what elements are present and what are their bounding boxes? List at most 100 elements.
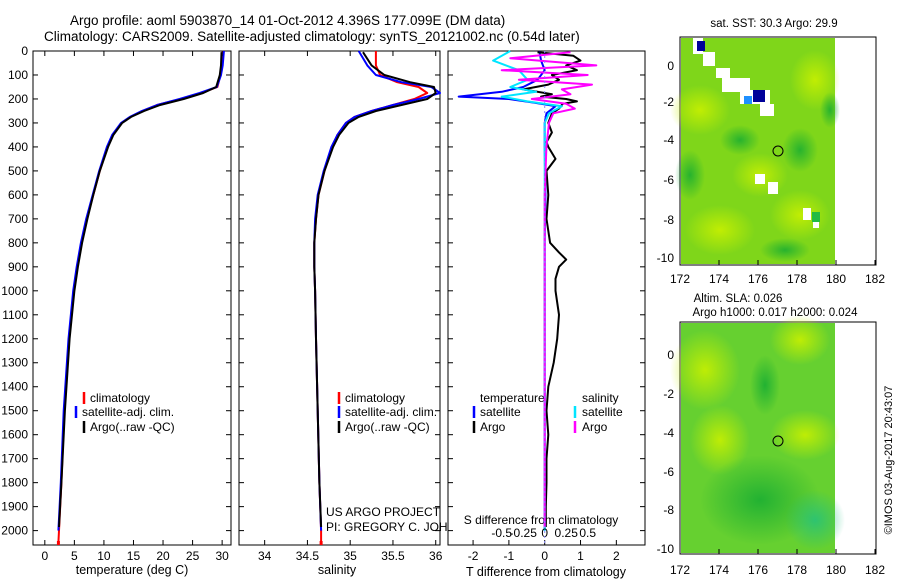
legend-climatology-label: climatology [90,391,150,405]
sla-map-y-tick: 0 [667,348,674,362]
t-difference-tick-label: -2 [468,549,479,563]
sst-map-y-tick: -8 [663,213,674,227]
s-difference-xlabel: S difference from climatology [464,513,619,527]
sst-map-y-tick: 0 [667,59,674,73]
x-tick-label: 36 [429,549,443,563]
x-tick-label: 20 [156,549,170,563]
x-tick-label: 25 [186,549,200,563]
legend-satellite-label: satellite-adj. clim. [345,405,437,419]
legend-t-satellite-label: satellite [480,405,521,419]
legend-argo-label: Argo(..raw -QC) [345,420,430,434]
sla-map-y-tick: -4 [663,426,674,440]
project-annotation-line2: PI: GREGORY C. JOHNSON [326,520,482,534]
sla-map-x-tick: 182 [865,563,885,577]
sst-map-y-tick: -4 [663,133,674,147]
depth-tick-label: 1600 [1,428,28,442]
depth-tick-label: 800 [8,236,28,250]
salinity-panel: salinity climatology satellite-adj. clim… [238,50,482,577]
depth-tick-label: 500 [8,164,28,178]
sst-map-x-tick: 172 [670,272,690,286]
depth-tick-label: 1400 [1,380,28,394]
depth-tick-label: 900 [8,260,28,274]
depth-tick-label: 700 [8,212,28,226]
legend-salinity-heading: salinity [582,391,619,405]
series-line-t-argo [522,51,582,527]
temperature-panel: temperature (deg C) climatology satellit… [1,44,232,577]
depth-tick-label: 100 [8,68,28,82]
t-difference-xlabel: T difference from climatology [466,565,627,579]
legend-climatology-label: climatology [345,391,405,405]
plot-title-line2: Climatology: CARS2009. Satellite-adjuste… [44,29,580,44]
depth-tick-label: 2000 [1,524,28,538]
sst-map-title: sat. SST: 30.3 Argo: 29.9 [710,18,837,30]
sla-map-title-line1: Altim. SLA: 0.026 [694,293,783,305]
legend-t-argo-label: Argo [480,420,506,434]
depth-tick-label: 400 [8,140,28,154]
sst-map-y-tick: -2 [663,95,674,109]
t-difference-tick-label: 1 [577,549,584,563]
sst-map-x-tick: 180 [826,272,846,286]
sla-map-y-tick: -8 [663,503,674,517]
t-difference-tick-label: 0 [541,549,548,563]
sst-map-x-tick: 178 [787,272,807,286]
depth-tick-label: 600 [8,188,28,202]
series-line-argo-raw-qc- [58,52,223,528]
salinity-profile-series [313,50,441,543]
depth-tick-label: 1500 [1,404,28,418]
legend-s-argo-label: Argo [582,420,608,434]
sst-map-y-tick: -6 [663,173,674,187]
sst-map-x-tick: 176 [748,272,768,286]
sla-map-y-tick: -2 [663,387,674,401]
sst-map-x-tick: 174 [709,272,729,286]
series-line-s-argo [500,51,598,527]
x-tick-label: 5 [71,549,78,563]
sst-profile-location-marker [772,145,784,157]
x-tick-label: 30 [215,549,229,563]
depth-tick-label: 200 [8,92,28,106]
sla-map-y-tick: -10 [657,542,675,556]
plot-title-line1: Argo profile: aoml 5903870_14 01-Oct-201… [70,13,506,28]
imos-timestamp: ©IMOS 03-Aug-2017 20:43:07 [883,386,895,535]
depth-tick-label: 1100 [2,308,28,322]
sla-map-x-tick: 174 [709,563,729,577]
x-tick-label: 34 [258,549,272,563]
depth-tick-label: 0 [21,44,28,58]
s-difference-tick-label: -0.5 [491,526,512,540]
x-tick-label: 34.5 [296,549,320,563]
depth-tick-label: 300 [8,116,28,130]
s-difference-tick-label: 0.25 [555,526,579,540]
legend-satellite-label: satellite-adj. clim. [82,405,174,419]
depth-tick-label: 1300 [1,356,28,370]
salinity-axes-box [238,50,441,546]
legend-temperature-heading: temperature [480,391,545,405]
depth-tick-label: 1700 [1,452,28,466]
series-line-argo-raw-qc- [313,51,437,528]
sst-map-y-tick: -10 [657,251,675,265]
depth-tick-label: 1800 [1,476,28,490]
legend-s-satellite-label: satellite [582,405,623,419]
t-difference-tick-label: -1 [504,549,515,563]
temperature-xlabel: temperature (deg C) [76,563,189,577]
sla-profile-location-marker [772,435,784,447]
depth-tick-label: 1900 [1,500,28,514]
sst-map-panel: sat. SST: 30.3 Argo: 29.9 172 1 [657,18,886,286]
salinity-xlabel: salinity [318,563,357,577]
sla-map-title-line2: Argo h1000: 0.017 h2000: 0.024 [693,307,859,319]
temperature-profile-series [57,50,225,543]
sla-map-panel: Altim. SLA: 0.026 Argo h1000: 0.017 h200… [657,293,886,577]
depth-tick-label: 1000 [1,284,28,298]
sst-map-x-tick: 182 [865,272,885,286]
temperature-axes-box [32,50,232,546]
s-difference-tick-label: -0.25 [510,526,538,540]
s-difference-tick-label: 0.5 [579,526,596,540]
x-tick-label: 35 [344,549,358,563]
x-tick-label: 15 [127,549,141,563]
sla-map-x-tick: 172 [670,563,690,577]
sla-map-x-tick: 178 [787,563,807,577]
difference-panel: T difference from climatology S differen… [447,50,646,579]
sla-map-y-tick: -6 [663,465,674,479]
depth-tick-label: 1200 [1,332,28,346]
difference-from-climatology-series [457,50,598,531]
legend-argo-label: Argo(..raw -QC) [90,420,175,434]
